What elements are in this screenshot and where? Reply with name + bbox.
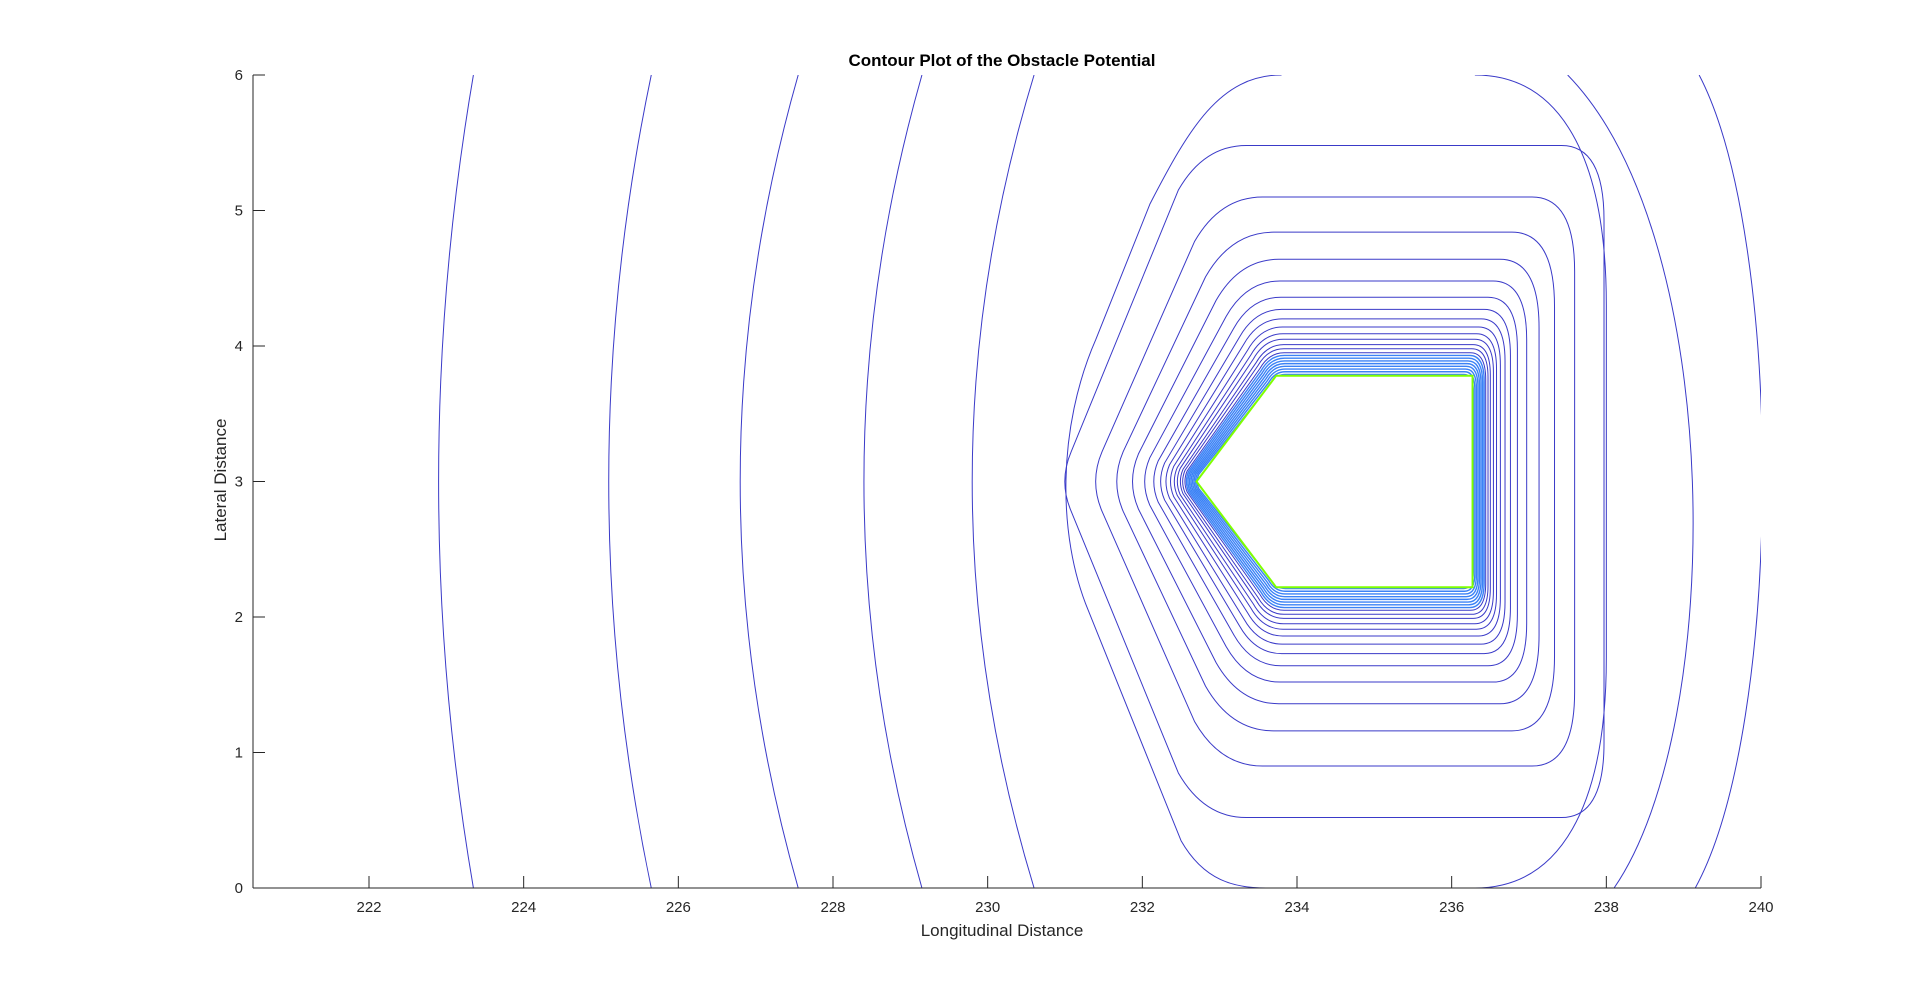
obstacle-outline bbox=[1195, 374, 1474, 589]
contour-line bbox=[1193, 368, 1478, 595]
contour-arc bbox=[739, 75, 799, 888]
contour-line bbox=[1173, 333, 1498, 630]
x-tick-label: 236 bbox=[1439, 899, 1464, 916]
y-tick-label: 6 bbox=[235, 67, 243, 84]
contour-line bbox=[1474, 75, 1607, 888]
y-tick-label: 4 bbox=[235, 338, 243, 355]
contour-arc bbox=[863, 75, 923, 888]
contour-line bbox=[1116, 231, 1556, 732]
contour-line bbox=[1170, 326, 1501, 637]
contour-line bbox=[1182, 348, 1489, 615]
contour-line bbox=[1153, 296, 1518, 667]
y-tick-label: 3 bbox=[235, 474, 243, 491]
x-tick-label: 228 bbox=[820, 899, 845, 916]
contour-line bbox=[1132, 258, 1540, 705]
x-tick-label: 222 bbox=[356, 899, 381, 916]
contour-line bbox=[1176, 338, 1494, 625]
contour-line bbox=[1065, 75, 1282, 888]
x-tick-label: 238 bbox=[1594, 899, 1619, 916]
contour-line bbox=[1095, 196, 1576, 767]
x-tick-label: 224 bbox=[511, 899, 536, 916]
contour-line bbox=[1188, 360, 1482, 603]
contour-line bbox=[1187, 357, 1484, 606]
contour-arc bbox=[438, 75, 474, 888]
x-axis-label: Longitudinal Distance bbox=[921, 921, 1084, 940]
y-tick-label: 0 bbox=[235, 880, 243, 897]
contour-line bbox=[1179, 344, 1491, 619]
x-tick-label: 226 bbox=[666, 899, 691, 916]
contour-arc bbox=[971, 75, 1035, 888]
contour-line bbox=[1184, 352, 1487, 611]
contour-line bbox=[1191, 365, 1479, 598]
contour-lines bbox=[438, 75, 1761, 888]
contour-line bbox=[1064, 144, 1605, 819]
contour-arc bbox=[608, 75, 652, 888]
contour-arc bbox=[1567, 75, 1694, 888]
chart-title: Contour Plot of the Obstacle Potential bbox=[849, 51, 1156, 70]
contour-line bbox=[1190, 362, 1481, 601]
x-tick-label: 240 bbox=[1748, 899, 1773, 916]
x-tick-label: 232 bbox=[1130, 899, 1155, 916]
contour-line bbox=[1160, 308, 1511, 655]
contour-line bbox=[1185, 354, 1485, 609]
contour-line bbox=[1165, 318, 1506, 645]
x-tick-label: 230 bbox=[975, 899, 1000, 916]
y-tick-label: 1 bbox=[235, 745, 243, 762]
x-tick-label: 234 bbox=[1284, 899, 1309, 916]
y-axis-label: Lateral Distance bbox=[211, 419, 230, 542]
contour-arc bbox=[1694, 75, 1761, 888]
contour-line bbox=[1194, 371, 1476, 592]
y-tick-label: 5 bbox=[235, 203, 243, 220]
y-tick-label: 2 bbox=[235, 609, 243, 626]
contour-line bbox=[1144, 280, 1528, 683]
